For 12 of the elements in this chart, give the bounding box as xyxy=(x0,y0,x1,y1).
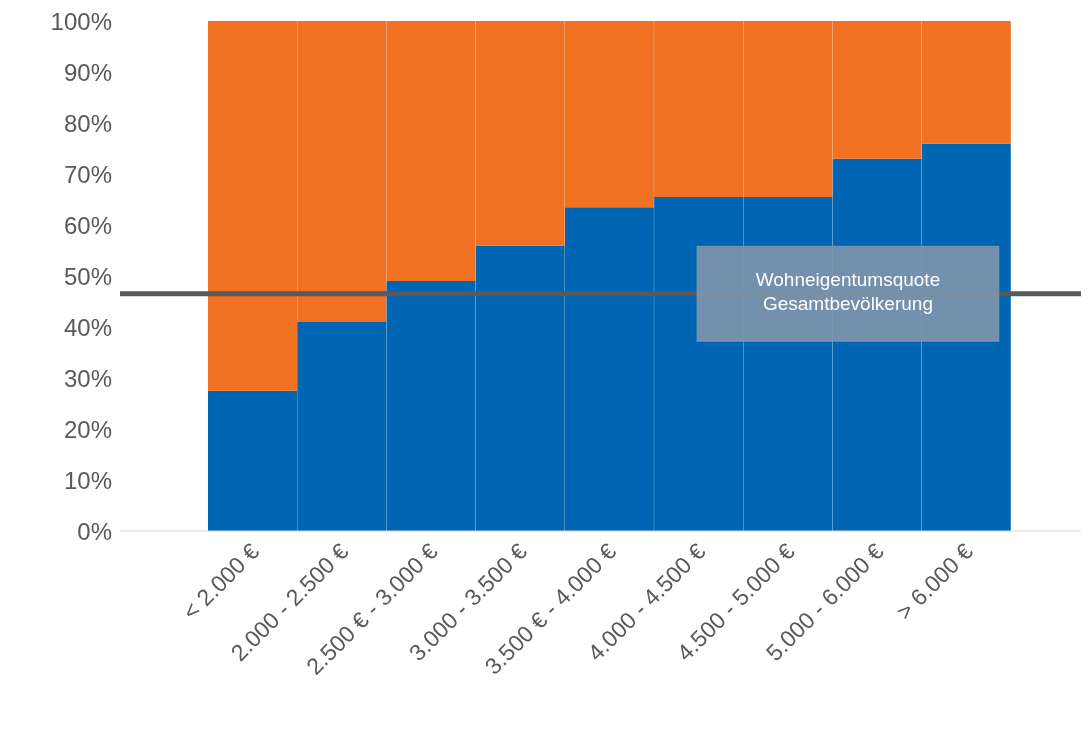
y-tick-label: 80% xyxy=(63,109,112,137)
y-tick-label: 0% xyxy=(77,517,112,545)
y-tick-label: 60% xyxy=(63,211,112,239)
y-tick-label: 20% xyxy=(63,415,112,443)
y-tick-label: 40% xyxy=(63,313,112,341)
y-tick-label: 90% xyxy=(63,58,112,86)
y-tick-label: 10% xyxy=(63,466,112,494)
y-tick-label: 70% xyxy=(63,160,112,188)
ref-line-label: Wohneigentumsquote Gesamtbevölkerung xyxy=(755,268,941,314)
y-tick-label: 100% xyxy=(50,7,112,35)
y-tick-label: 50% xyxy=(63,262,112,290)
y-tick-label: 30% xyxy=(63,364,112,392)
